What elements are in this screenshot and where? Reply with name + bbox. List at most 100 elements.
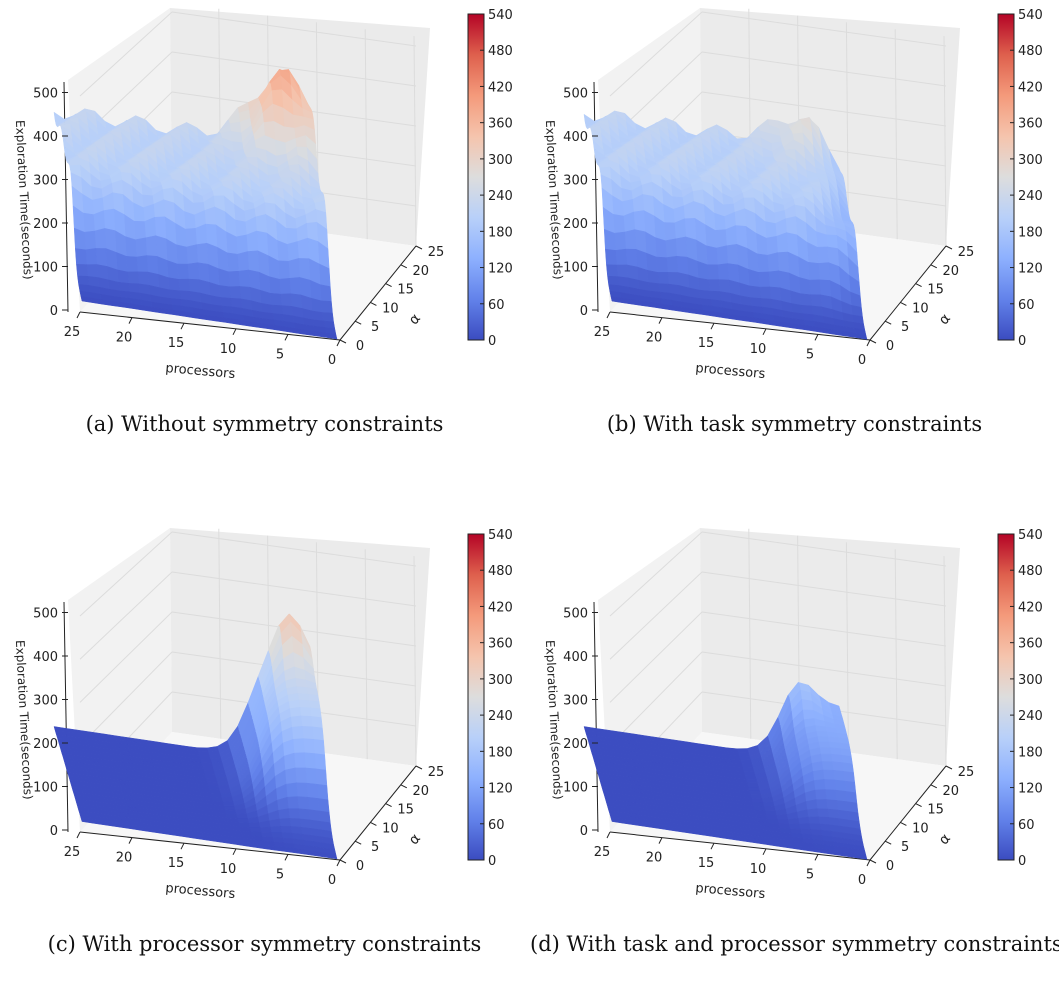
- surface-cell: [137, 271, 150, 286]
- grid-line: [701, 651, 947, 687]
- x-tick: [762, 848, 767, 856]
- surface-cell: [740, 759, 753, 765]
- surface-cell: [248, 269, 261, 291]
- surface-cell: [646, 269, 659, 284]
- surface-cell: [816, 808, 829, 818]
- x-tick: [128, 317, 133, 324]
- colorbar-tick-label: 540: [1018, 8, 1043, 23]
- surface-cell: [819, 747, 832, 755]
- colorbar-tick-label: 180: [488, 225, 513, 240]
- surface-cell: [742, 767, 755, 772]
- x-tick-label: 15: [698, 336, 715, 351]
- z-tick-label: 400: [33, 130, 58, 145]
- surface-cell: [826, 799, 838, 811]
- colorbar-tick-label: 180: [1018, 745, 1043, 760]
- x-tick-label: 0: [328, 353, 336, 368]
- z-axis-label: Exploration Time(seconds): [13, 640, 35, 800]
- grid-line: [701, 11, 947, 47]
- alpha-axis-label: α: [406, 311, 424, 328]
- surface-cell: [237, 251, 249, 272]
- surface-cell: [610, 817, 623, 824]
- grid-line: [845, 542, 849, 753]
- x-tick-label: 20: [646, 851, 663, 866]
- surface-cell: [318, 810, 331, 823]
- surface-cell: [169, 289, 181, 300]
- surface-cell: [787, 818, 800, 825]
- x-tick: [710, 842, 715, 850]
- surface-cell: [798, 823, 811, 830]
- alpha-tick-label: 10: [912, 821, 929, 836]
- x-tick-label: 20: [646, 331, 663, 346]
- surface-cell: [235, 234, 248, 255]
- surface-cell: [301, 726, 314, 740]
- x-tick: [76, 831, 81, 839]
- surface-cell: [625, 248, 638, 268]
- colorbar-tick-label: 60: [488, 298, 505, 313]
- colorbar: [997, 533, 1015, 861]
- colorbar-tick-label: 120: [488, 262, 513, 277]
- x-tick: [336, 339, 341, 347]
- grid-line: [79, 531, 173, 617]
- surface-cell: [718, 279, 731, 294]
- surface-cell: [765, 236, 778, 256]
- surface-cell: [797, 816, 810, 825]
- surface-cell: [676, 255, 689, 276]
- surface-cell: [818, 741, 831, 748]
- surface-cell: [178, 278, 190, 292]
- alpha-axis-line: [339, 765, 417, 861]
- x-tick-label: 10: [220, 342, 237, 357]
- surface-cell: [309, 707, 322, 718]
- colorbar-tick-label: 120: [1018, 782, 1043, 797]
- z-tick-label: 0: [580, 304, 588, 319]
- alpha-tick-label: 25: [428, 765, 445, 780]
- surface-cell: [812, 769, 825, 781]
- alpha-tick: [884, 320, 892, 325]
- surface-cell: [196, 242, 209, 265]
- surface-cell: [126, 256, 138, 273]
- surface-cell: [583, 113, 596, 124]
- surface-cell: [269, 292, 282, 306]
- colorbar-tick-label: 420: [1018, 80, 1043, 95]
- surface-cell: [726, 244, 739, 266]
- surface-cell: [124, 236, 137, 258]
- panel-a: 0 100 200 300 400 500 25 20 15 10 5 0 0 5 10 15 20 25 proc…: [0, 0, 529, 480]
- x-axis-line: [79, 831, 341, 861]
- alpha-axis-label: α: [936, 831, 954, 848]
- surface-cell: [764, 810, 777, 816]
- surface-cell: [654, 237, 667, 258]
- surface-cell: [197, 751, 210, 756]
- surface-cell: [836, 800, 849, 812]
- surface-cell: [624, 229, 637, 250]
- x-axis-label: processors: [165, 881, 236, 902]
- surface-cell: [763, 806, 776, 812]
- x-axis-line: [609, 311, 871, 341]
- surface-cell: [764, 221, 777, 239]
- x-tick-label: 20: [116, 331, 133, 346]
- surface-cell: [298, 808, 311, 821]
- surface-cell: [277, 260, 290, 280]
- x-tick: [128, 837, 133, 844]
- alpha-tick: [370, 821, 377, 826]
- surface-cell: [271, 304, 283, 315]
- z-tick-label: 200: [33, 737, 58, 752]
- surface-cell: [834, 779, 846, 792]
- surface-cell: [322, 312, 334, 323]
- x-tick-label: 25: [64, 845, 81, 860]
- grid-line: [171, 531, 417, 567]
- surface-cell: [767, 252, 779, 273]
- alpha-tick: [945, 245, 953, 250]
- z-tick-label: 300: [33, 694, 58, 709]
- z-tick-label: 400: [33, 650, 58, 665]
- surface-cell: [179, 290, 192, 301]
- surface-cell: [616, 264, 629, 279]
- alpha-tick: [945, 765, 953, 770]
- alpha-tick-label: 20: [943, 784, 960, 799]
- surface-cell: [801, 304, 813, 315]
- surface-cell: [295, 677, 307, 688]
- alpha-tick: [385, 803, 392, 808]
- surface-cell: [799, 293, 812, 307]
- surface-cell: [103, 208, 116, 231]
- surface-cell: [248, 822, 261, 828]
- surface-cell: [841, 762, 854, 773]
